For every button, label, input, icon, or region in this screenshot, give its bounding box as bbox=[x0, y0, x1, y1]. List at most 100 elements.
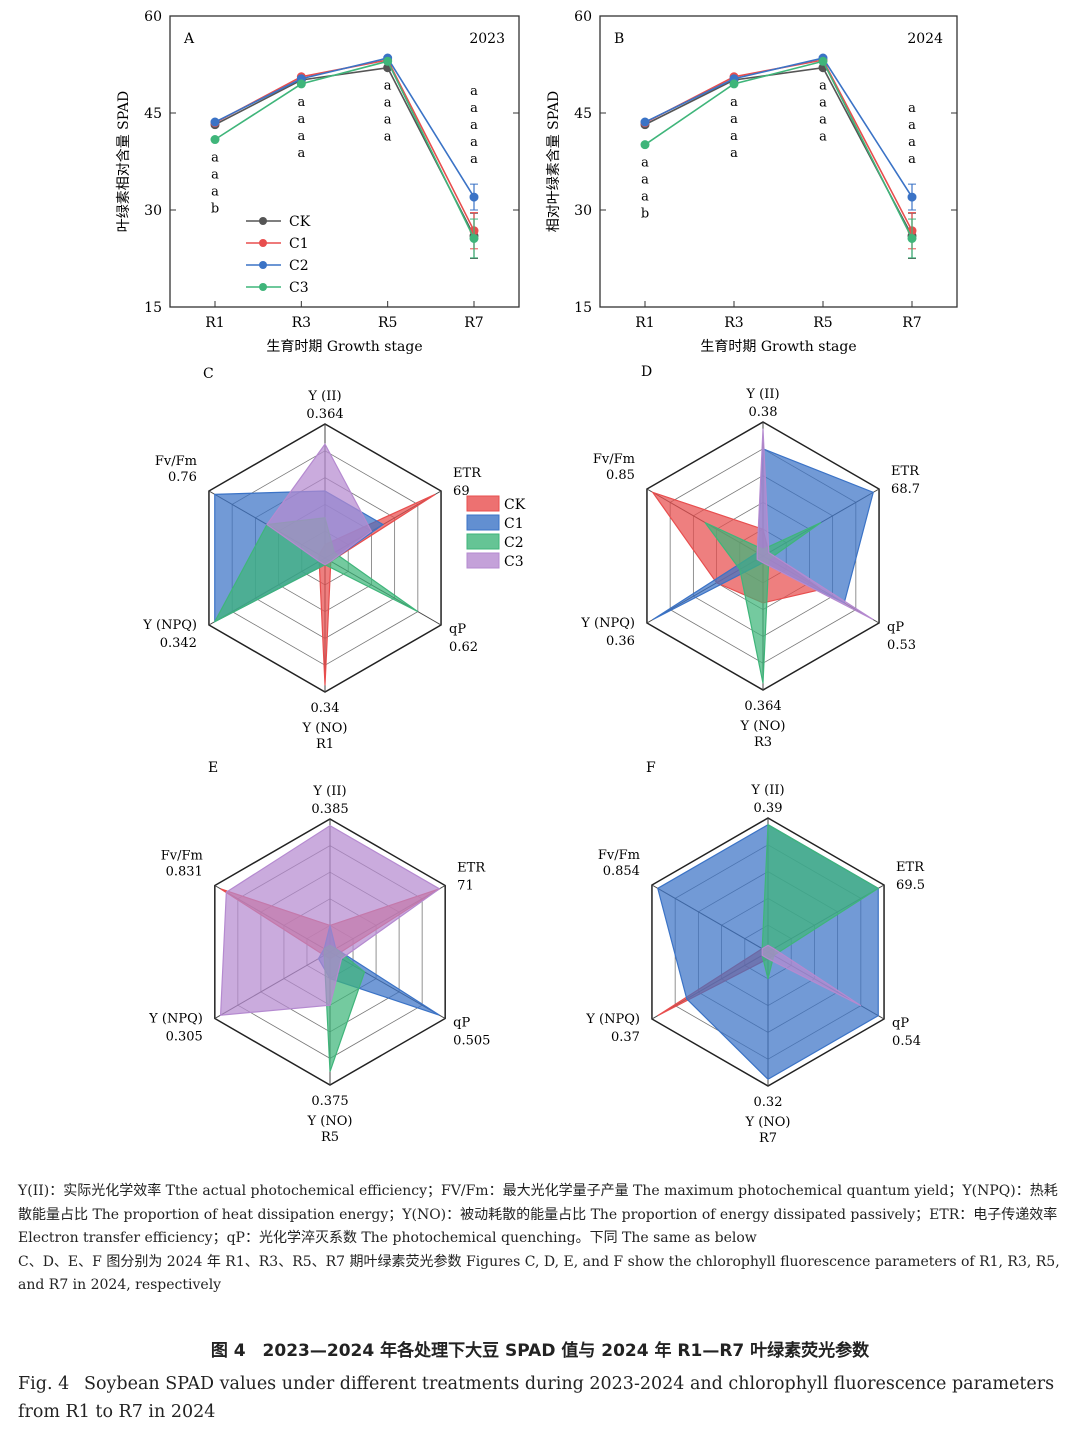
radar-panel-f: Y (II) 0.39 ETR 69.5 qP 0.54 Y (NO) 0.32 Y (NPQ)… bbox=[585, 760, 925, 1146]
radar-axis-max: 0.854 bbox=[603, 864, 640, 879]
data-point-c3 bbox=[640, 140, 650, 150]
panel-label: D bbox=[641, 364, 652, 380]
radar-axis-name: Y (NO) bbox=[302, 721, 348, 736]
legend-marker bbox=[259, 283, 267, 291]
significance-letter: a bbox=[908, 152, 916, 167]
y-tick-label: 15 bbox=[574, 300, 592, 316]
radar-axis-name: ETR bbox=[896, 860, 925, 875]
x-tick-label: R5 bbox=[813, 315, 832, 331]
y-tick-label: 60 bbox=[144, 9, 162, 25]
radar-axis-name: ETR bbox=[891, 464, 920, 479]
significance-letter: a bbox=[211, 185, 219, 200]
data-point-c3 bbox=[296, 79, 306, 89]
significance-letter: a bbox=[297, 95, 305, 110]
radar-legend-label-c1: C1 bbox=[504, 516, 524, 532]
data-point-c3 bbox=[469, 233, 479, 243]
significance-letter: a bbox=[470, 84, 478, 99]
radar-axis-max: 69.5 bbox=[896, 878, 925, 893]
data-point-c2 bbox=[210, 117, 220, 127]
data-point-c3 bbox=[729, 79, 739, 89]
series-line-c2 bbox=[214, 57, 475, 198]
radar-stage-label: R7 bbox=[759, 1131, 777, 1146]
radar-axis-name: qP bbox=[453, 1016, 470, 1031]
significance-letter: a bbox=[819, 113, 827, 128]
year-label: 2024 bbox=[907, 31, 943, 47]
radar-area-c2 bbox=[704, 521, 822, 684]
radar-axis-max: 0.32 bbox=[754, 1095, 783, 1110]
radar-axis-max: 0.505 bbox=[453, 1034, 490, 1049]
radar-axis-max: 69 bbox=[453, 484, 470, 499]
significance-letter: a bbox=[211, 168, 219, 183]
figure: 15 30 45 60 R1 R3 R5 R7 生育时期 Growth stage 叶绿素相对含量… bbox=[116, 9, 958, 1146]
significance-letter: a bbox=[384, 130, 392, 145]
radar-axis-max: 0.342 bbox=[160, 636, 197, 651]
radar-axis-max: 0.38 bbox=[749, 405, 778, 420]
radar-axis-max: 0.305 bbox=[166, 1030, 203, 1045]
series-line-ck bbox=[214, 66, 475, 237]
x-tick-label: R3 bbox=[292, 315, 311, 331]
radar-axis-name: ETR bbox=[453, 466, 482, 481]
significance-letter: a bbox=[297, 112, 305, 127]
series-line-c1 bbox=[644, 59, 913, 232]
radar-axis-name: Y (NO) bbox=[745, 1115, 791, 1130]
y-tick-label: 45 bbox=[144, 106, 162, 122]
data-point-c2 bbox=[640, 117, 650, 127]
radar-stage-label: R1 bbox=[316, 737, 334, 752]
x-tick-label: R1 bbox=[205, 315, 224, 331]
radar-stage-label: R3 bbox=[754, 735, 772, 750]
significance-letter: a bbox=[819, 96, 827, 111]
significance-letter: a bbox=[730, 112, 738, 127]
data-point-c3 bbox=[210, 135, 220, 145]
y-tick-label: 30 bbox=[574, 203, 592, 219]
radar-area-c3 bbox=[756, 428, 874, 621]
panel-label: C bbox=[203, 366, 214, 382]
radar-area-c3 bbox=[219, 824, 441, 1016]
x-axis-label: 生育时期 Growth stage bbox=[266, 339, 422, 355]
caption-text: Soybean SPAD values under different trea… bbox=[18, 1374, 1055, 1422]
radar-axis-name: qP bbox=[449, 622, 466, 637]
significance-letter: a bbox=[470, 152, 478, 167]
radar-axis-name: Fv/Fm bbox=[161, 849, 203, 864]
data-point-c3 bbox=[383, 56, 393, 66]
series-line-ck bbox=[644, 66, 913, 237]
y-axis-label: 叶绿素相对含量 SPAD bbox=[116, 91, 132, 233]
data-point-c3 bbox=[818, 56, 828, 66]
series-line-c2 bbox=[644, 57, 913, 198]
caption-chinese: 图 4 2023—2024 年各处理下大豆 SPAD 值与 2024 年 R1—… bbox=[210, 1341, 870, 1361]
y-tick-label: 30 bbox=[144, 203, 162, 219]
radar-axis-name: Y (NO) bbox=[740, 719, 786, 734]
legend-label-ck: CK bbox=[289, 214, 311, 230]
significance-letter: a bbox=[908, 118, 916, 133]
radar-axis-max: 0.76 bbox=[168, 470, 197, 485]
radar-axis-max: 0.53 bbox=[887, 638, 916, 653]
radar-panel-c: Y (II) 0.364 ETR 69 qP 0.62 Y (NO) 0.34 Y (NPQ) 0… bbox=[142, 366, 482, 752]
radar-legend-swatch bbox=[466, 552, 500, 569]
radar-legend: CK C1 C2 C3 bbox=[466, 495, 526, 570]
radar-axis-max: 0.36 bbox=[606, 634, 635, 649]
panel-label: B bbox=[614, 31, 624, 47]
radar-axis-name: Y (II) bbox=[312, 784, 346, 799]
y-tick-label: 15 bbox=[144, 300, 162, 316]
significance-letter: a bbox=[384, 113, 392, 128]
plot-frame bbox=[599, 15, 958, 308]
significance-letter: a bbox=[297, 146, 305, 161]
x-tick-label: R7 bbox=[464, 315, 483, 331]
series-line-c3 bbox=[644, 60, 913, 239]
radar-area-c3 bbox=[761, 944, 862, 1007]
radar-axis-max: 0.54 bbox=[892, 1034, 921, 1049]
radar-axis-name: qP bbox=[887, 620, 904, 635]
radar-axis-name: Y (NPQ) bbox=[580, 616, 635, 631]
significance-letter: b bbox=[211, 202, 219, 217]
significance-letter: a bbox=[297, 129, 305, 144]
radar-legend-swatch bbox=[466, 514, 500, 531]
radar-panel-d: Y (II) 0.38 ETR 68.7 qP 0.53 Y (NO) 0.364 Y (NPQ… bbox=[580, 364, 920, 750]
radar-axis-max: 0.39 bbox=[754, 801, 783, 816]
legend-label-c1: C1 bbox=[289, 236, 309, 252]
radar-axis-max: 0.85 bbox=[606, 468, 635, 483]
panel-label: E bbox=[208, 760, 218, 776]
plot-frame bbox=[169, 15, 520, 308]
radar-legend-label-c2: C2 bbox=[504, 535, 524, 551]
radar-axis-name: qP bbox=[892, 1016, 909, 1031]
line-legend: CK C1 C2 C3 bbox=[246, 214, 311, 296]
radar-axis-max: 0.375 bbox=[311, 1094, 348, 1109]
